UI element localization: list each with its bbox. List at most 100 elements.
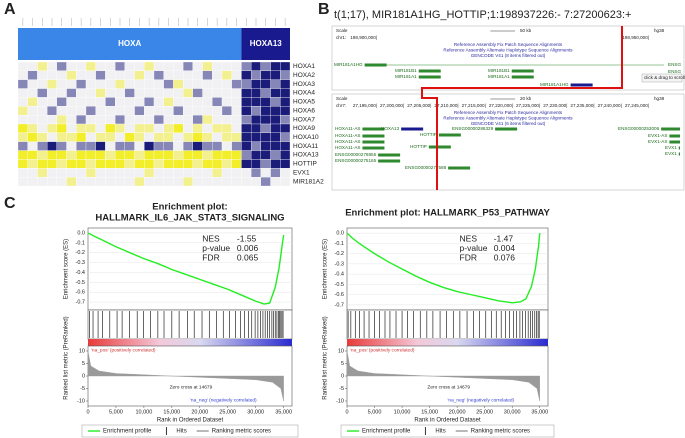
y-tick-label: -0.5 — [335, 282, 344, 288]
heat-cell — [144, 132, 155, 142]
heat-cell — [280, 88, 291, 98]
chrom-label: chr7: — [336, 103, 346, 108]
heat-cell — [280, 79, 291, 89]
gene-label: EVX1-AS — [648, 139, 667, 144]
row-label: HOXA7 — [293, 116, 315, 123]
x-tick-label: 30,000 — [247, 409, 264, 415]
heat-cell — [144, 168, 155, 178]
gene-model — [362, 146, 385, 150]
y-tick-label: -0.7 — [76, 300, 85, 306]
heat-cell — [270, 106, 281, 116]
gene-label: ENSG00000276855 — [335, 152, 377, 157]
heat-cell — [85, 79, 96, 89]
heat-cell — [270, 176, 281, 187]
heat-cell — [241, 61, 252, 72]
y-tick-label: -0.4 — [76, 270, 85, 276]
gene-model — [661, 127, 680, 131]
heat-cell — [280, 168, 291, 178]
metric-axis-label: Ranked list metric (PreRanked) — [323, 316, 329, 399]
gene-model — [511, 69, 534, 73]
heat-cell — [173, 150, 184, 160]
gene-label: HOXA13 — [381, 126, 400, 131]
heat-cell — [153, 114, 164, 125]
row-label: HOXA3 — [293, 81, 315, 88]
heat-cell — [95, 97, 106, 107]
row-label: HOXA6 — [293, 107, 315, 114]
heat-cell — [231, 114, 242, 125]
gene-model — [378, 153, 401, 157]
legend-frame — [340, 424, 555, 438]
heat-cell — [212, 132, 223, 142]
heat-cell — [17, 97, 28, 107]
heat-cell — [95, 79, 106, 89]
heat-cell — [241, 176, 252, 187]
heat-cell — [250, 132, 262, 142]
heat-cell — [66, 79, 77, 89]
gene-model — [401, 127, 424, 131]
heat-cell — [260, 168, 271, 178]
heat-cell — [27, 88, 38, 98]
row-label: HOXA9 — [293, 125, 315, 132]
track-label: GENCODE V41 (8 items filtered out) — [471, 53, 546, 58]
heat-cell — [124, 141, 135, 151]
heat-cell — [241, 79, 252, 89]
stat-value: 0.004 — [494, 243, 516, 253]
plot-title: Enrichment plot: — [152, 202, 227, 213]
heat-cell — [241, 168, 252, 178]
stat-value: 0.006 — [237, 243, 259, 253]
heat-cell — [76, 123, 87, 134]
heat-cell — [66, 132, 77, 142]
heat-cell — [124, 176, 135, 187]
heat-cell — [192, 88, 203, 98]
heat-cell — [144, 88, 155, 98]
legend-label: Enrichment profile — [103, 429, 152, 435]
heat-cell — [241, 159, 252, 169]
gene-model — [448, 166, 471, 170]
heat-cell — [56, 114, 67, 125]
heat-cell — [46, 123, 58, 134]
heat-cell — [163, 150, 174, 160]
assembly: hg38 — [654, 96, 665, 101]
heat-cell — [192, 123, 203, 134]
chrom-label: chr1: — [336, 35, 346, 40]
heat-cell — [66, 97, 77, 107]
zero-cross: Zero cross at 14679 — [170, 384, 213, 390]
heat-cell — [76, 150, 87, 160]
heat-cell — [95, 141, 106, 151]
x-tick-label: 15,000 — [163, 409, 180, 415]
heat-cell — [134, 114, 145, 125]
heat-cell — [46, 79, 58, 89]
heat-cell — [241, 123, 252, 134]
heat-cell — [37, 61, 48, 72]
heat-cell — [124, 79, 135, 89]
heat-cell — [27, 79, 38, 89]
heat-cell — [46, 61, 58, 72]
heat-cell — [114, 176, 126, 187]
plot-title: HALLMARK_IL6_JAK_STAT3_SIGNALING — [95, 213, 284, 224]
heat-cell — [66, 88, 77, 98]
zero-cross: Zero cross at 14679 — [427, 384, 470, 390]
heat-cell — [114, 150, 126, 160]
heat-cell — [95, 61, 106, 72]
heat-cell — [105, 79, 116, 89]
heat-cell — [37, 106, 48, 116]
heat-cell — [163, 61, 174, 72]
x-tick-label: 25,000 — [219, 409, 236, 415]
heat-cell — [182, 106, 194, 116]
heat-cell — [37, 79, 48, 89]
heat-cell — [95, 106, 106, 116]
heat-cell — [37, 132, 48, 142]
rank-gradient — [347, 339, 548, 346]
heat-cell — [37, 123, 48, 134]
metric-tick-label: 5 — [82, 361, 85, 367]
heat-cell — [46, 159, 58, 169]
heat-cell — [105, 70, 116, 80]
hits-frame — [87, 309, 293, 340]
heat-cell — [163, 106, 174, 116]
heat-cell — [202, 141, 213, 151]
es-line — [87, 232, 285, 305]
heat-cell — [17, 132, 28, 142]
heat-cell — [182, 79, 194, 89]
heat-cell — [221, 159, 232, 169]
heat-cell — [182, 70, 194, 80]
